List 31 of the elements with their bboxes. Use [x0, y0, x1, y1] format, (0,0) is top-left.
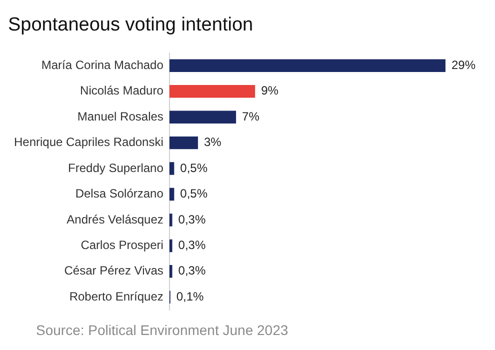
bar	[169, 162, 174, 175]
data-label: 0,1%	[176, 289, 204, 304]
data-label: 9%	[261, 84, 279, 98]
data-label: 0,3%	[178, 212, 206, 226]
y-tick-label: Nicolás Maduro	[80, 84, 164, 98]
bar	[169, 214, 172, 226]
data-label: 0,3%	[178, 238, 206, 252]
y-tick-label: Roberto Enríquez	[69, 289, 164, 304]
bar	[169, 85, 256, 98]
bar	[169, 59, 446, 72]
bar	[169, 110, 236, 124]
y-tick-label: Delsa Solórzano	[75, 186, 164, 201]
y-tick-label: Manuel Rosales	[77, 109, 164, 124]
bar	[169, 136, 198, 150]
data-label: 0,3%	[178, 264, 206, 278]
bar	[169, 239, 172, 252]
data-label: 3%	[204, 135, 222, 150]
source-note: Source: Political Environment June 2023	[36, 322, 288, 338]
chart-title: Spontaneous voting intention	[8, 14, 254, 36]
data-label: 0,5%	[180, 160, 208, 175]
bar	[169, 188, 174, 201]
y-tick-label: Henrique Capriles Radonski	[14, 135, 164, 150]
y-tick-label: Freddy Superlano	[68, 160, 164, 175]
data-label: 7%	[242, 109, 260, 124]
y-tick-label: María Corina Machado	[41, 58, 164, 72]
data-label: 29%	[451, 58, 476, 72]
y-tick-label: Andrés Velásquez	[66, 212, 164, 226]
y-tick-label: Carlos Prosperi	[80, 238, 164, 252]
y-tick-label: César Pérez Vivas	[64, 264, 164, 278]
bar	[169, 265, 172, 278]
data-label: 0,5%	[180, 186, 208, 201]
